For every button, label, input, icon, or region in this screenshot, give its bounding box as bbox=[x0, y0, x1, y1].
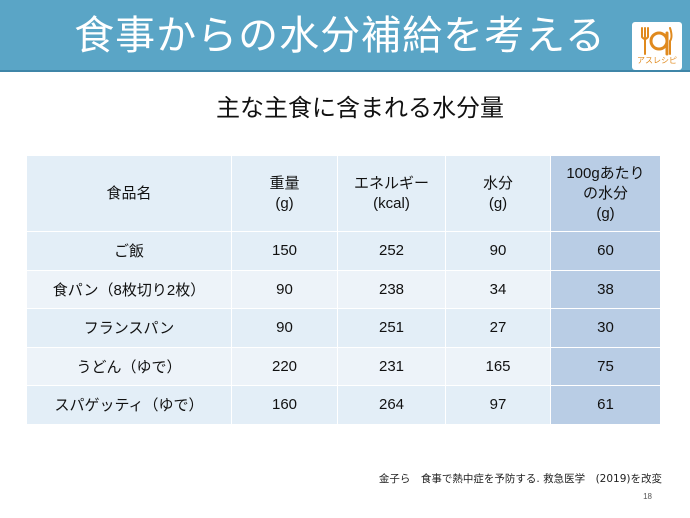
cell-water: 165 bbox=[445, 346, 551, 386]
cell-water-per-100g: 61 bbox=[550, 385, 661, 425]
cell-food-name: ご飯 bbox=[26, 231, 232, 271]
header-water-label: 水分 bbox=[482, 174, 513, 192]
cell-energy: 252 bbox=[337, 231, 446, 271]
header-water-per-100g-unit: (g) bbox=[596, 204, 615, 222]
cell-water: 90 bbox=[445, 231, 551, 271]
cell-energy: 238 bbox=[337, 269, 446, 309]
cell-food-name: フランスパン bbox=[26, 308, 232, 348]
cell-food-name: スパゲッティ（ゆで） bbox=[26, 385, 232, 425]
slide-subtitle: 主な主食に含まれる水分量 bbox=[216, 94, 504, 122]
table-row: フランスパン 90 251 27 30 bbox=[26, 308, 661, 348]
header-water-per-100g: 100gあたり の水分 (g) bbox=[550, 155, 661, 232]
table-row: 食パン（8枚切り2枚） 90 238 34 38 bbox=[26, 269, 661, 309]
cell-water-per-100g: 60 bbox=[550, 231, 661, 271]
cell-weight: 90 bbox=[231, 308, 338, 348]
cell-energy: 251 bbox=[337, 308, 446, 348]
logo-text: アスレシピ bbox=[637, 56, 677, 65]
header-food-name: 食品名 bbox=[26, 155, 232, 232]
cell-food-name: 食パン（8枚切り2枚） bbox=[26, 269, 232, 309]
header-food-name-label: 食品名 bbox=[106, 184, 152, 202]
source-citation: 金子ら 食事で熱中症を予防する. 救急医学 (2019)を改変 bbox=[378, 473, 662, 485]
cell-water: 34 bbox=[445, 269, 551, 309]
cell-food-name: うどん（ゆで） bbox=[26, 346, 232, 386]
water-content-table: 食品名 重量 (g) エネルギー (kcal) 水分 (g) 100gあたり の… bbox=[26, 155, 661, 425]
table-row: ご飯 150 252 90 60 bbox=[26, 231, 661, 271]
cell-weight: 150 bbox=[231, 231, 338, 271]
header-weight-unit: (g) bbox=[275, 194, 294, 212]
header-weight-label: 重量 bbox=[269, 174, 300, 192]
cell-water: 27 bbox=[445, 308, 551, 348]
table-row: スパゲッティ（ゆで） 160 264 97 61 bbox=[26, 385, 661, 425]
cell-weight: 90 bbox=[231, 269, 338, 309]
header-energy: エネルギー (kcal) bbox=[337, 155, 446, 232]
cell-water-per-100g: 30 bbox=[550, 308, 661, 348]
cell-water-per-100g: 75 bbox=[550, 346, 661, 386]
table-header-row: 食品名 重量 (g) エネルギー (kcal) 水分 (g) 100gあたり の… bbox=[26, 155, 661, 232]
cell-weight: 220 bbox=[231, 346, 338, 386]
title-bar: 食事からの水分補給を考える アスレシピ bbox=[0, 0, 690, 72]
header-weight: 重量 (g) bbox=[231, 155, 338, 232]
header-water-per-100g-line2: の水分 bbox=[582, 184, 628, 202]
logo: アスレシピ bbox=[632, 22, 682, 70]
cell-weight: 160 bbox=[231, 385, 338, 425]
table-row: うどん（ゆで） 220 231 165 75 bbox=[26, 346, 661, 386]
header-water: 水分 (g) bbox=[445, 155, 551, 232]
header-energy-label: エネルギー bbox=[353, 174, 429, 192]
cell-water: 97 bbox=[445, 385, 551, 425]
slide-title: 食事からの水分補給を考える bbox=[74, 13, 606, 59]
header-energy-unit: (kcal) bbox=[373, 194, 410, 212]
page-number: 18 bbox=[643, 492, 652, 501]
fork-knife-icon bbox=[641, 27, 673, 56]
header-water-unit: (g) bbox=[488, 194, 508, 212]
cell-energy: 231 bbox=[337, 346, 446, 386]
cell-water-per-100g: 38 bbox=[550, 269, 661, 309]
cell-energy: 264 bbox=[337, 385, 446, 425]
header-water-per-100g-line1: 100gあたり bbox=[566, 164, 645, 182]
